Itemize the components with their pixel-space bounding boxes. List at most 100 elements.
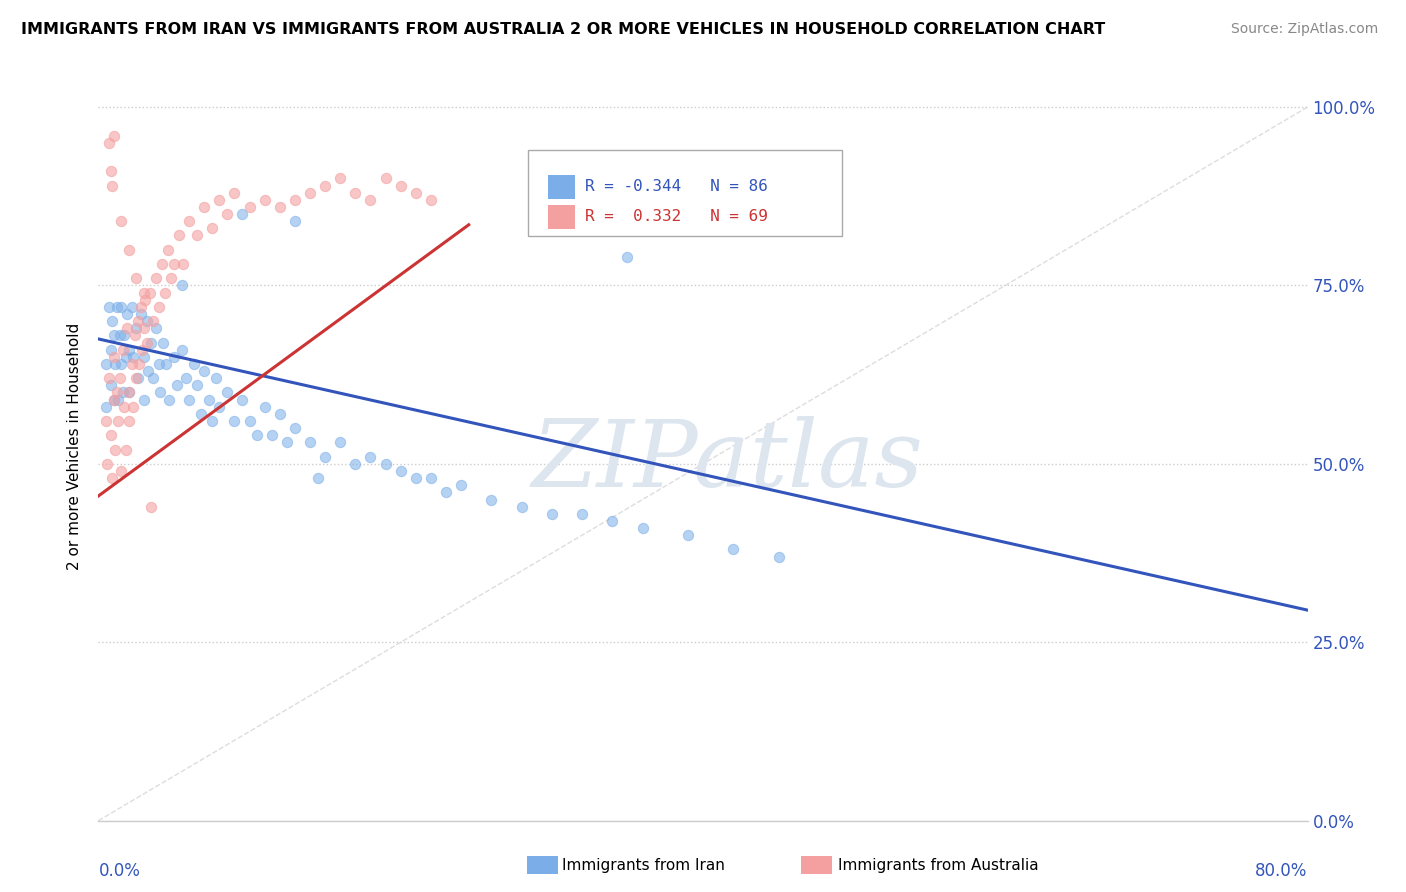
Point (344, 186, 367, 200)
Point (374, 457, 396, 471)
Point (127, 314, 149, 328)
Point (284, 193, 307, 207)
Point (100, 378, 122, 392)
Point (132, 392, 155, 407)
Point (239, 200, 262, 214)
Point (131, 343, 153, 357)
Point (231, 392, 253, 407)
Point (132, 321, 155, 335)
Point (510, 500, 533, 514)
Point (314, 450, 336, 464)
Point (114, 350, 136, 364)
Point (107, 392, 129, 407)
Point (100, 343, 122, 357)
Point (111, 385, 134, 400)
Point (434, 485, 457, 500)
Point (103, 392, 125, 407)
Point (125, 371, 148, 385)
Point (284, 421, 307, 435)
Point (148, 300, 170, 314)
Point (631, 521, 654, 535)
Point (145, 271, 167, 285)
Point (197, 392, 219, 407)
Point (127, 371, 149, 385)
Text: IMMIGRANTS FROM IRAN VS IMMIGRANTS FROM AUSTRALIA 2 OR MORE VEHICLES IN HOUSEHOL: IMMIGRANTS FROM IRAN VS IMMIGRANTS FROM … (21, 22, 1105, 37)
Point (132, 350, 155, 364)
Point (141, 500, 163, 514)
Point (124, 328, 146, 343)
Point (118, 414, 141, 428)
Point (132, 285, 155, 300)
Point (110, 357, 132, 371)
Point (208, 193, 231, 207)
Text: R =  0.332   N = 69: R = 0.332 N = 69 (585, 210, 768, 224)
Point (103, 392, 125, 407)
Point (150, 257, 173, 271)
Point (571, 507, 593, 521)
Point (389, 464, 412, 478)
Point (186, 228, 208, 243)
Point (118, 385, 141, 400)
Point (723, 542, 745, 557)
Point (156, 243, 179, 257)
Point (224, 414, 246, 428)
Point (201, 221, 224, 235)
Point (103, 350, 125, 364)
Point (231, 207, 253, 221)
Point (174, 371, 197, 385)
Point (208, 400, 231, 414)
Text: R = -0.344   N = 86: R = -0.344 N = 86 (585, 179, 768, 194)
Text: 0.0%: 0.0% (98, 862, 141, 880)
Point (108, 328, 131, 343)
Point (114, 442, 136, 457)
Point (96, 457, 118, 471)
Point (163, 350, 186, 364)
Point (193, 200, 215, 214)
Point (768, 549, 790, 564)
Point (145, 321, 167, 335)
Point (101, 314, 124, 328)
Point (121, 300, 143, 314)
Point (269, 200, 291, 214)
Point (125, 321, 148, 335)
Point (163, 257, 186, 271)
Text: ZIPatlas: ZIPatlas (531, 416, 924, 506)
Point (115, 321, 138, 335)
Point (160, 271, 183, 285)
Y-axis label: 2 or more Vehicles in Household: 2 or more Vehicles in Household (67, 322, 83, 570)
FancyBboxPatch shape (527, 150, 842, 236)
Point (170, 343, 193, 357)
Point (111, 343, 134, 357)
Point (253, 400, 276, 414)
Point (118, 385, 141, 400)
Point (159, 392, 181, 407)
Point (299, 186, 322, 200)
Point (125, 271, 148, 285)
Point (136, 364, 159, 378)
Point (186, 378, 208, 392)
Point (129, 300, 152, 314)
Text: Source: ZipAtlas.com: Source: ZipAtlas.com (1230, 22, 1378, 37)
Point (201, 414, 224, 428)
Point (153, 285, 176, 300)
Point (122, 400, 145, 414)
Point (129, 307, 152, 321)
Point (405, 186, 427, 200)
Point (128, 357, 150, 371)
Point (103, 328, 125, 343)
Point (179, 392, 201, 407)
Point (98, 136, 121, 150)
Point (104, 357, 127, 371)
Point (110, 464, 132, 478)
Point (166, 378, 188, 392)
Point (135, 314, 157, 328)
Point (101, 471, 124, 485)
Point (98, 300, 121, 314)
Text: Immigrants from Australia: Immigrants from Australia (838, 858, 1039, 872)
Point (139, 285, 162, 300)
Point (94, 357, 117, 371)
Point (314, 178, 336, 193)
Point (329, 171, 352, 186)
Point (344, 457, 367, 471)
Point (115, 307, 138, 321)
